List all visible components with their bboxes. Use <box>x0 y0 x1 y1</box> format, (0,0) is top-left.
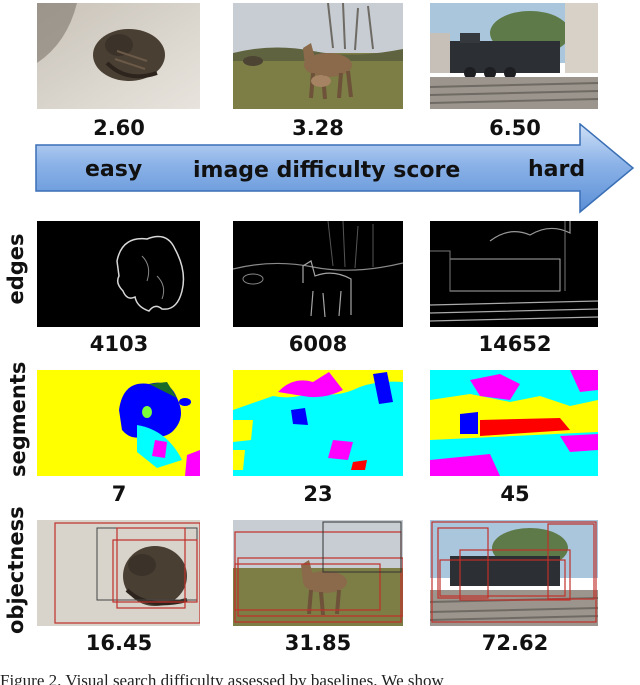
objectness-score-medium: 31.85 <box>284 631 352 655</box>
photo-horses <box>233 3 403 109</box>
row-label-edges: edges <box>4 233 28 305</box>
row-label-segments: segments <box>6 361 30 477</box>
objectness-score-hard: 72.62 <box>481 631 549 655</box>
difficulty-score-easy: 2.60 <box>93 116 145 140</box>
arrow-label-center: image difficulty score <box>193 158 461 183</box>
objectness-cat <box>37 520 200 626</box>
segments-score-medium: 23 <box>303 482 333 506</box>
figure-caption: Figure 2. Visual search difficulty asses… <box>0 671 444 685</box>
difficulty-arrow <box>35 122 635 214</box>
segments-cat <box>37 370 200 476</box>
photo-cat <box>37 3 200 109</box>
arrow-label-hard: hard <box>528 157 586 182</box>
segments-score-easy: 7 <box>111 482 127 506</box>
edges-score-hard: 14652 <box>478 332 552 356</box>
difficulty-score-medium: 3.28 <box>292 116 344 140</box>
edges-horses <box>233 221 403 327</box>
objectness-train <box>430 520 598 626</box>
objectness-score-easy: 16.45 <box>85 631 153 655</box>
segments-train <box>430 370 598 476</box>
segments-horses <box>233 370 403 476</box>
row-label-objectness: objectness <box>4 506 28 634</box>
edges-cat <box>37 221 200 327</box>
edges-score-easy: 4103 <box>89 332 149 356</box>
edges-train <box>430 221 598 327</box>
photo-train <box>430 3 598 109</box>
edges-score-medium: 6008 <box>288 332 348 356</box>
objectness-horses <box>233 520 403 626</box>
difficulty-score-hard: 6.50 <box>489 116 541 140</box>
arrow-label-easy: easy <box>85 157 143 182</box>
segments-score-hard: 45 <box>500 482 530 506</box>
